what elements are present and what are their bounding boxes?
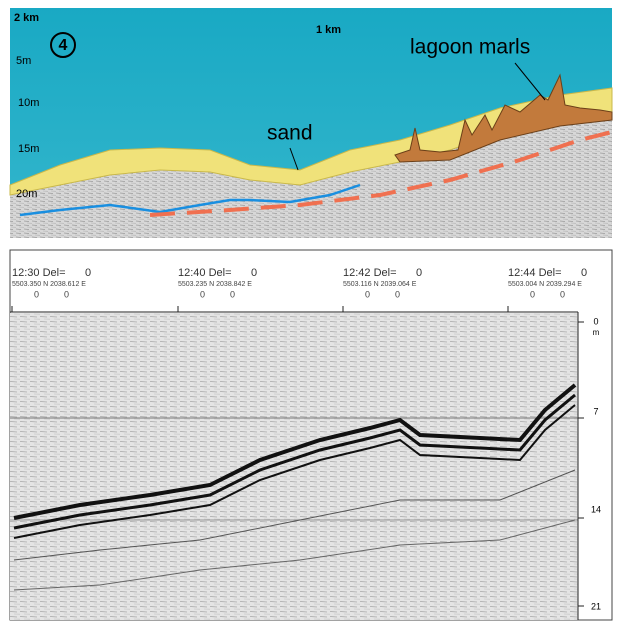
marker-sub: 0 xyxy=(200,289,205,299)
marker-sub: 0 xyxy=(365,289,370,299)
panel-number: 4 xyxy=(59,37,68,54)
depth-tick-label: 21 xyxy=(591,601,601,611)
marker-del: 0 xyxy=(85,267,91,279)
marker-del: 0 xyxy=(251,267,257,279)
pointer xyxy=(289,147,299,171)
marker-sub: 0 xyxy=(230,289,235,299)
pointer xyxy=(514,62,546,101)
seismic-section xyxy=(10,313,578,620)
marker-sub: 0 xyxy=(34,289,39,299)
marker-sub: 0 xyxy=(395,289,400,299)
scale-label: 1 km xyxy=(316,24,341,36)
marker-sub: 0 xyxy=(560,289,565,299)
panel-badge xyxy=(50,32,76,58)
depth-label: 10m xyxy=(18,97,39,109)
depth-label: 5m xyxy=(16,55,31,67)
depth-tick-label: 7 xyxy=(593,406,598,416)
annotation: lagoon marls xyxy=(410,36,530,59)
reflectors xyxy=(13,383,577,591)
marker-coords: 5503.350 N 2038.612 E xyxy=(12,281,86,288)
blue-reflector xyxy=(19,183,361,217)
marker-sub: 0 xyxy=(64,289,69,299)
marker-coords: 5503.116 N 2039.064 E xyxy=(343,281,417,288)
marker-coords: 5503.235 N 2038.842 E xyxy=(178,281,252,288)
marker-time: 12:30 Del= xyxy=(12,267,66,279)
depth-tick-label: 14 xyxy=(591,504,601,514)
marker-time: 12:42 Del= xyxy=(343,267,397,279)
depth-label: 15m xyxy=(18,143,39,155)
lagoon-marls-layer xyxy=(394,73,613,163)
depth-tick-label: 0 xyxy=(593,316,598,326)
depth-label: 20m xyxy=(16,188,37,200)
red-reflector xyxy=(149,130,613,217)
marker-time: 12:44 Del= xyxy=(508,267,562,279)
scale-label: 2 km xyxy=(14,12,39,24)
marker-sub: 0 xyxy=(530,289,535,299)
top-panel: 4 2 km 1 km 5m 10m 15m 20m sand lagoon m… xyxy=(9,8,613,238)
marker-del: 0 xyxy=(581,267,587,279)
marker-del: 0 xyxy=(416,267,422,279)
depth-ticks xyxy=(578,321,584,607)
annotation: sand xyxy=(267,122,313,145)
depth-unit: m xyxy=(593,328,600,337)
marker-coords: 5503.004 N 2039.294 E xyxy=(508,281,582,288)
marker-time: 12:40 Del= xyxy=(178,267,232,279)
